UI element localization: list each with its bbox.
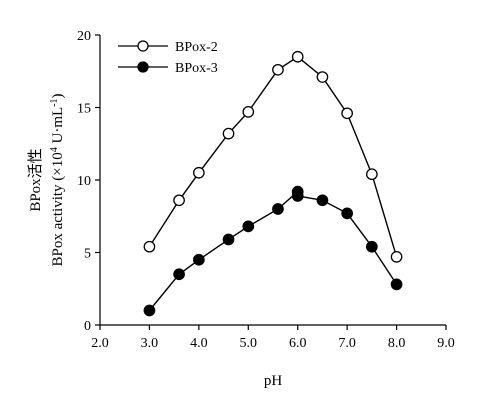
x-tick-label: 4.0 [190,336,208,351]
x-tick-label: 8.0 [388,336,406,351]
series-bpox-3 [143,185,403,317]
series-layer [143,50,403,317]
y-label-main: BPox activity (×10 [50,152,66,266]
legend-label-bpox-2: BPox-2 [175,40,218,55]
y-axis-label-line1-group: BPox活性 [27,148,44,211]
y-tick-label: 20 [77,29,91,44]
x-tick-label: 6.0 [289,336,307,351]
data-point-bpox-3 [291,190,304,202]
data-point-bpox-2 [341,107,353,120]
data-point-bpox-3 [143,304,156,317]
data-point-bpox-2 [242,106,255,118]
data-point-bpox-2 [291,50,304,63]
y-label-unit: U·mL [50,107,66,147]
data-point-bpox-3 [193,253,205,266]
legend-marker-filled-circle [137,61,149,73]
data-point-bpox-2 [222,127,235,140]
data-point-bpox-2 [143,240,156,253]
y-axis-label-line1: BPox活性 [27,148,44,211]
x-tick-label: 3.0 [141,336,159,351]
data-point-bpox-2 [272,63,284,76]
y-axis-label-line2-group: BPox activity (×104 U·mL-1) [49,93,67,266]
data-point-bpox-3 [341,207,353,220]
x-tick-label: 5.0 [240,336,258,351]
legend: BPox-2 BPox-3 [118,40,218,76]
data-point-bpox-3 [173,268,185,281]
x-tick-label: 9.0 [437,336,455,351]
data-point-bpox-2 [390,251,403,263]
y-tick-label: 15 [77,102,91,117]
data-point-bpox-2 [173,194,185,207]
x-tick-label: 2.0 [91,336,109,351]
x-tick-label: 7.0 [338,336,356,351]
legend-item-bpox-2: BPox-2 [118,40,218,55]
y-label-close: ) [50,93,66,98]
y-label-exp: 4 [49,147,60,152]
data-point-bpox-3 [316,194,329,207]
y-tick-label: 10 [77,174,91,189]
series-line-bpox-2 [148,55,398,258]
legend-item-bpox-3: BPox-3 [118,61,218,76]
y-axis-label-line2: BPox activity (×104 U·mL-1) [49,93,67,266]
legend-label-bpox-3: BPox-3 [175,61,218,76]
tick-labels: 2.0 3.0 4.0 5.0 6.0 7.0 8.0 9.0 0 5 10 15 20 [77,29,455,351]
ticks [95,34,447,330]
legend-marker-open-circle [137,40,149,52]
data-point-bpox-2 [316,71,329,83]
data-point-bpox-3 [272,203,284,215]
series-bpox-2 [143,50,403,263]
y-tick-label: 5 [84,247,91,262]
y-label-unit-exp: -1 [49,98,60,106]
data-point-bpox-3 [222,233,235,246]
data-point-bpox-3 [390,278,403,291]
y-tick-label: 0 [84,319,91,334]
data-point-bpox-3 [366,240,378,253]
data-point-bpox-2 [193,166,205,179]
data-point-bpox-2 [366,168,378,181]
x-axis-label: pH [264,373,283,389]
data-point-bpox-3 [242,220,255,233]
